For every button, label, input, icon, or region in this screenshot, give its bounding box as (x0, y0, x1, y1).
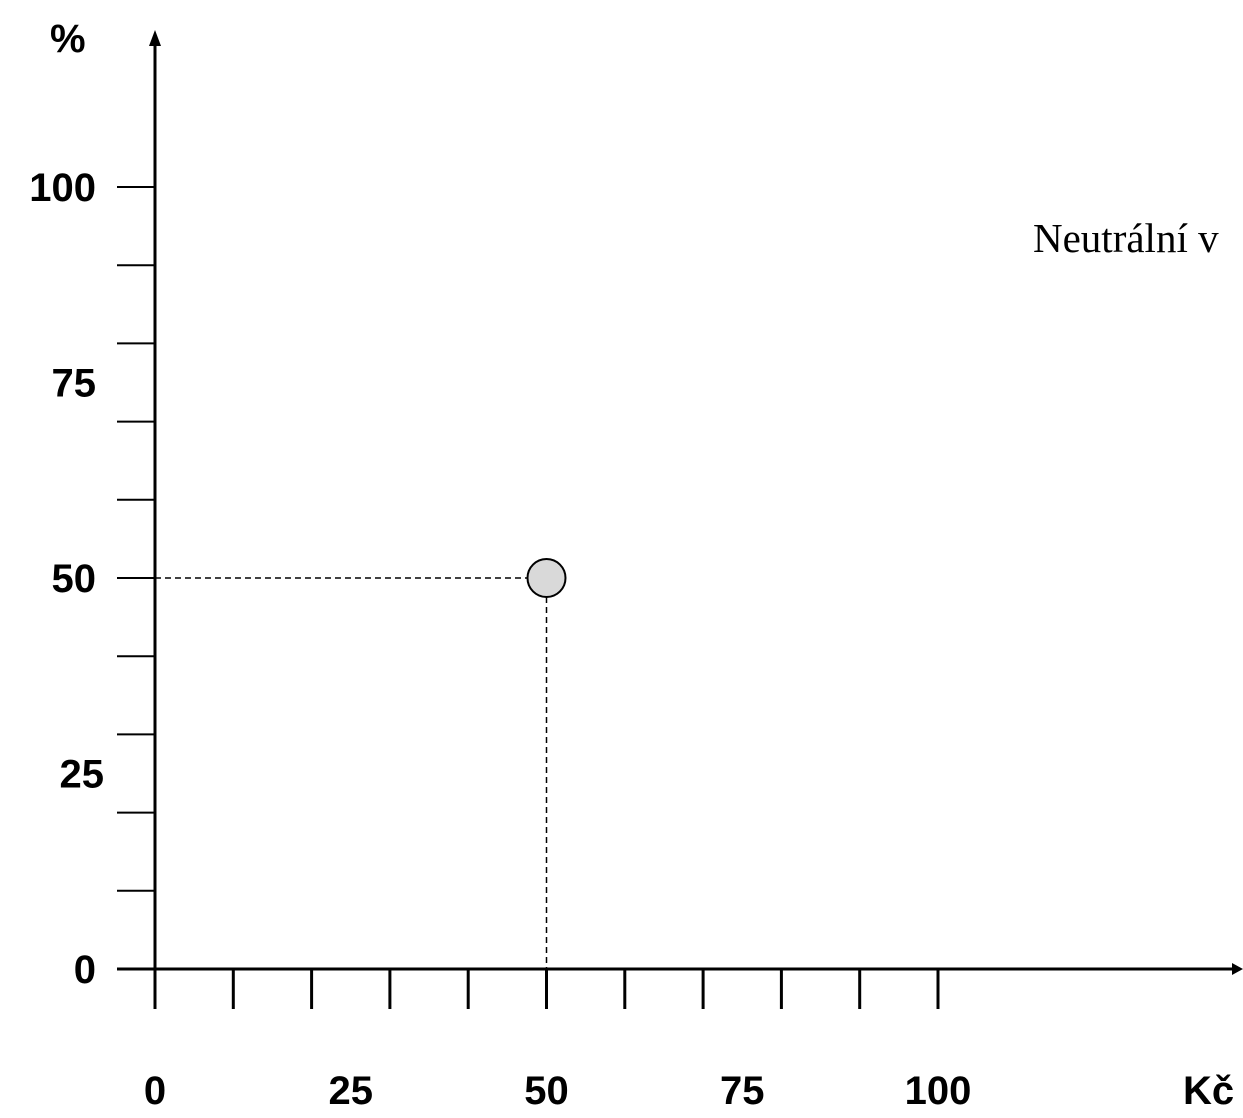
x-tick-label: 75 (720, 1069, 765, 1113)
y-tick-label: 0 (74, 948, 96, 992)
data-point (526, 558, 567, 598)
y-tick-label: 50 (52, 557, 97, 601)
axes-layer (117, 30, 1243, 975)
y-axis-arrow (149, 30, 161, 46)
annotation-label: Neutrální v (1033, 215, 1219, 261)
x-axis-arrow (1232, 963, 1243, 975)
guide-lines-layer (155, 577, 548, 969)
x-axis-label: Kč (1183, 1069, 1234, 1113)
y-tick-label: 25 (60, 753, 105, 797)
ticks-layer: 0 25 50 75 100 0 25 50 75 100 (29, 166, 971, 1113)
y-tick-label: 100 (29, 166, 96, 210)
x-tick-label: 100 (905, 1069, 972, 1113)
y-tick-label: 75 (52, 362, 97, 406)
x-tick-label: 50 (524, 1069, 569, 1113)
x-tick-label: 0 (144, 1069, 166, 1113)
points-layer (526, 558, 567, 598)
y-axis-label: % (50, 17, 86, 61)
x-tick-label: 25 (329, 1069, 374, 1113)
